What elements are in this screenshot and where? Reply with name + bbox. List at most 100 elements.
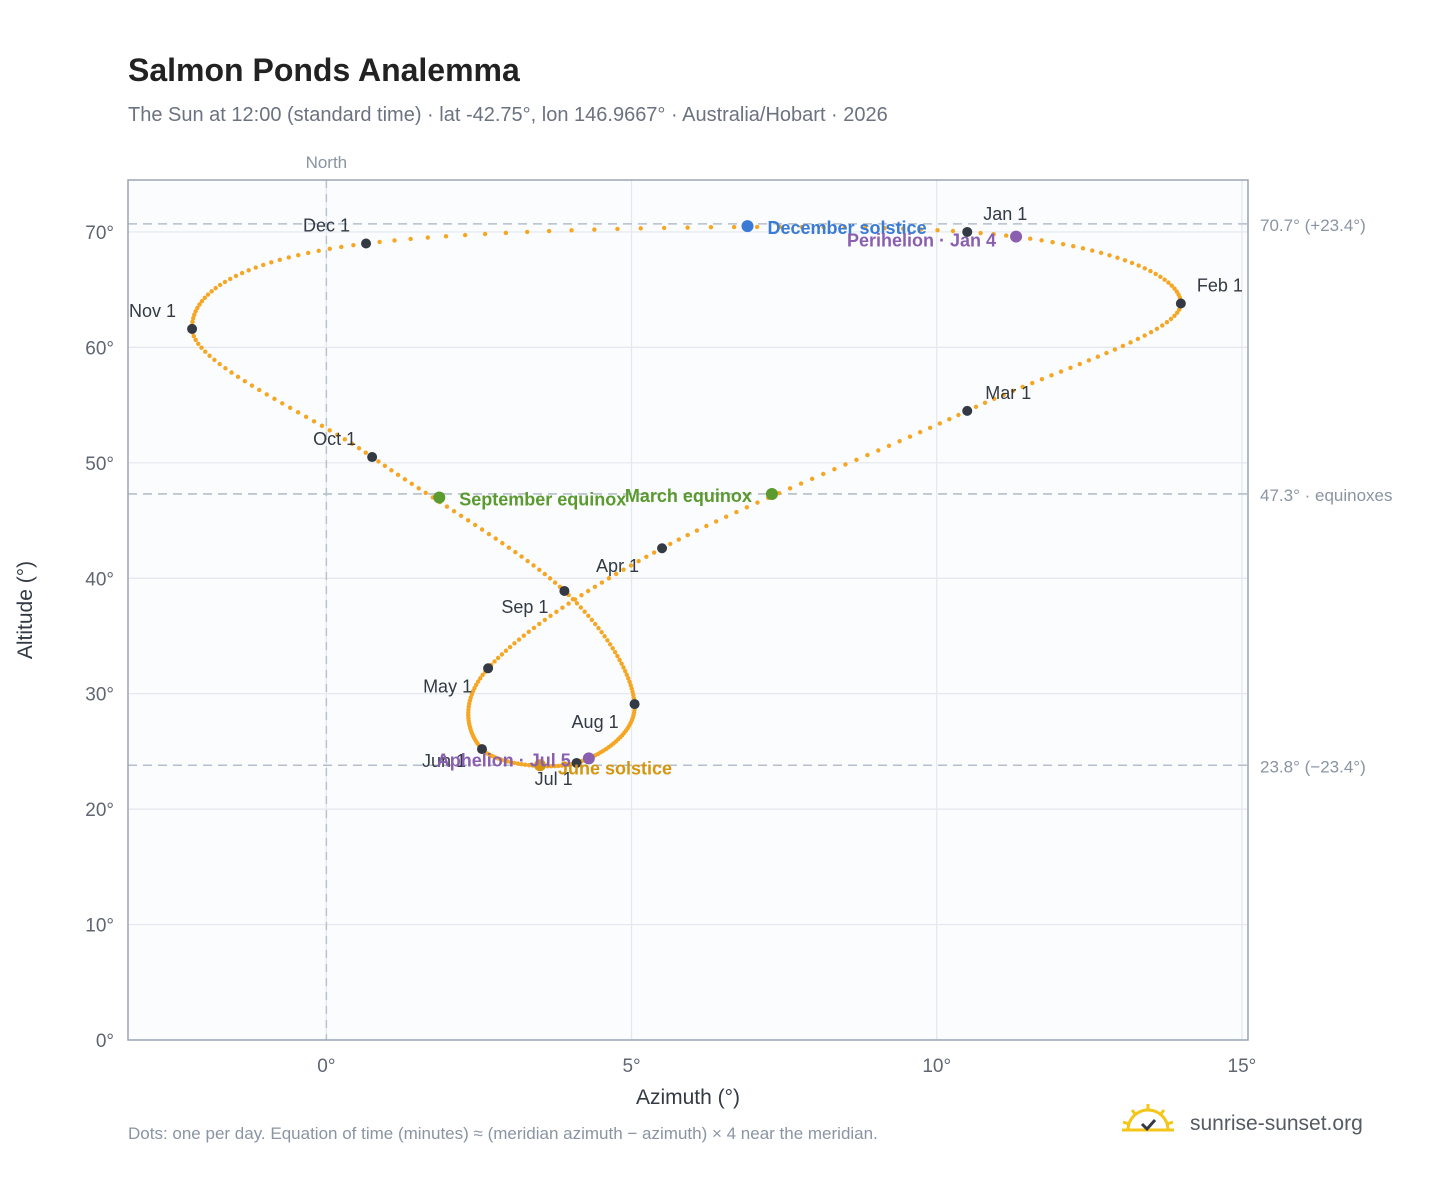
daily-dot <box>626 676 631 681</box>
daily-dot <box>525 558 530 564</box>
daily-dot <box>586 613 591 618</box>
daily-dot <box>1104 350 1109 356</box>
daily-dot <box>229 370 234 375</box>
daily-dot <box>377 239 382 245</box>
daily-dot <box>269 260 274 265</box>
daily-dot <box>505 759 510 764</box>
y-tick-label: 0° <box>96 1031 114 1052</box>
daily-dot <box>1168 316 1174 322</box>
daily-dot <box>1112 347 1118 352</box>
daily-dot <box>578 605 584 610</box>
daily-dot <box>512 641 517 646</box>
daily-dot <box>1115 255 1120 260</box>
daily-dot <box>992 396 997 401</box>
month-marker <box>657 543 668 554</box>
daily-dot <box>1122 258 1128 263</box>
chart-subtitle: The Sun at 12:00 (standard time) · lat -… <box>128 104 888 126</box>
daily-dot <box>311 419 317 424</box>
brand-name[interactable]: sunrise-sunset.org <box>1190 1112 1363 1135</box>
daily-dot <box>249 383 255 388</box>
month-marker <box>361 238 372 249</box>
daily-dot <box>402 477 408 482</box>
daily-dot <box>1001 392 1006 397</box>
daily-dot <box>296 252 301 258</box>
month-marker <box>962 226 973 237</box>
daily-dot <box>755 500 760 505</box>
daily-dot <box>280 401 285 406</box>
x-tick-label: 10° <box>922 1056 951 1077</box>
daily-dot <box>472 522 478 528</box>
daily-dot <box>537 567 542 572</box>
daily-dot <box>316 248 321 254</box>
daily-dot <box>196 341 201 347</box>
y-tick-label: 60° <box>85 338 114 359</box>
daily-dot <box>621 665 626 670</box>
event-marker <box>582 752 595 765</box>
month-markers: Jan 1 Feb 1 Mar 1 Apr 1 May 1 Jun 1 Jul 1 Aug 1… <box>129 204 1243 789</box>
event-label: June solstice <box>558 758 672 778</box>
daily-dot <box>744 505 750 510</box>
event-label: Perihelion · Jan 4 <box>847 231 996 251</box>
daily-dot <box>1120 343 1126 349</box>
daily-dot <box>776 490 782 496</box>
month-label: Aug 1 <box>572 712 619 732</box>
month-label: Apr 1 <box>596 556 639 576</box>
daily-dot <box>982 400 988 405</box>
daily-dot <box>513 549 518 555</box>
daily-dot <box>246 268 251 273</box>
daily-dot <box>507 644 513 650</box>
daily-dot <box>242 378 248 384</box>
daily-dot <box>589 617 595 623</box>
daily-dot <box>191 334 196 339</box>
daily-dot <box>1162 277 1167 282</box>
daily-dot <box>203 349 208 354</box>
daily-dot <box>526 763 532 768</box>
daily-dot <box>199 345 204 350</box>
daily-dot <box>610 646 615 651</box>
daily-dot <box>991 232 996 237</box>
daily-dot <box>501 758 507 763</box>
daily-dot <box>734 509 739 515</box>
daily-dot <box>685 532 690 538</box>
y-tick-label: 70° <box>85 223 114 244</box>
daily-dot <box>286 255 291 260</box>
daily-dot <box>545 764 550 769</box>
daily-dot <box>451 508 457 514</box>
daily-dot <box>1148 268 1153 274</box>
daily-dot <box>754 224 760 230</box>
daily-dot <box>627 679 632 685</box>
daily-dot <box>205 292 211 297</box>
daily-dot <box>458 513 464 518</box>
daily-dot <box>1010 388 1016 394</box>
daily-dot <box>499 652 505 657</box>
daily-dot <box>1086 358 1092 363</box>
daily-dot <box>956 412 961 418</box>
daily-dot <box>257 387 262 393</box>
daily-dot <box>519 554 524 559</box>
daily-dot <box>644 554 649 560</box>
brand[interactable]: sunrise-sunset.org <box>1120 1100 1420 1148</box>
daily-dot <box>1129 260 1135 266</box>
daily-dot <box>349 441 355 447</box>
daily-dot <box>516 637 522 642</box>
daily-dot <box>277 257 282 263</box>
reference-label: 70.7° (+23.4°) <box>1260 216 1366 235</box>
daily-dot <box>917 430 923 435</box>
daily-dot <box>521 633 527 638</box>
daily-dot <box>615 653 620 659</box>
daily-dot <box>209 289 214 294</box>
daily-dot <box>549 764 554 769</box>
daily-dot <box>651 550 657 555</box>
month-label: Jan 1 <box>983 204 1027 224</box>
daily-dot <box>897 439 902 444</box>
month-marker <box>629 699 640 710</box>
daily-dot <box>1142 266 1147 271</box>
month-label: Oct 1 <box>313 429 356 449</box>
daily-dot <box>1148 329 1154 335</box>
daily-dot <box>425 235 430 240</box>
daily-dot <box>192 312 197 318</box>
daily-dot <box>537 621 542 627</box>
north-label: North <box>306 153 348 172</box>
daily-dot <box>327 246 332 252</box>
daily-dot <box>525 229 530 235</box>
